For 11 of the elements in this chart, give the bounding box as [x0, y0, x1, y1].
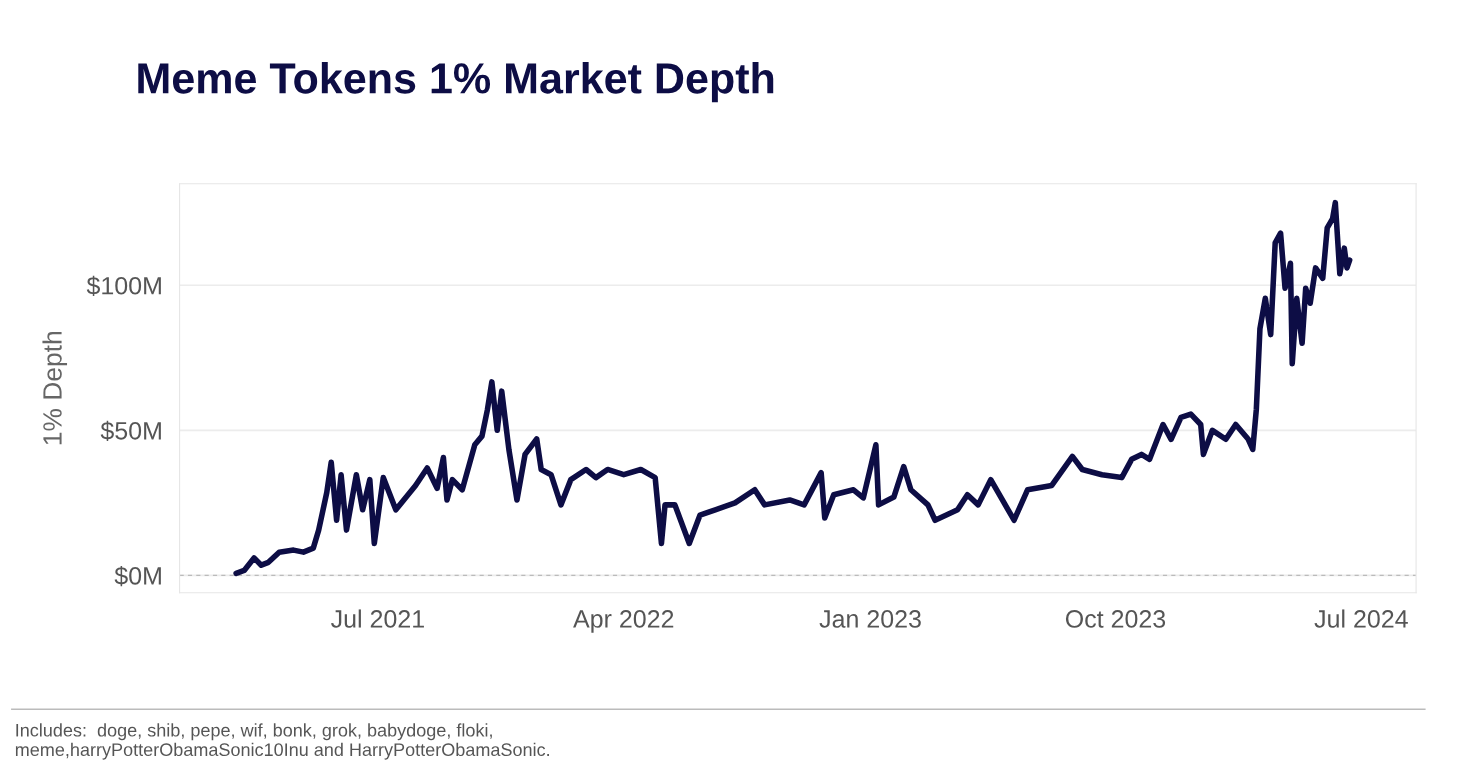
text: Includes: doge, shib, pepe, wif, bonk, grok, babydoge, floki, meme,harryPotterObamaSonic10Inu and HarryPotterObamaSonic.	[15, 723, 549, 760]
x-tick-label: Apr 2022	[573, 610, 674, 633]
x-tick-label: Jul 2021	[331, 609, 424, 628]
x-tick-label: Oct 2023	[1065, 610, 1166, 628]
y-tick-label: $100M	[86, 275, 161, 297]
chart-title: Meme Tokens 1% Market Depth	[138, 62, 774, 103]
y-tick-label: $0M	[114, 565, 161, 587]
x-tick-label: Jan 2023	[819, 610, 921, 628]
y-tick-label: $50M	[100, 420, 161, 442]
x-tick-label: Jul 2024	[1314, 609, 1408, 628]
y-axis-title: 1% Depth	[42, 332, 68, 445]
